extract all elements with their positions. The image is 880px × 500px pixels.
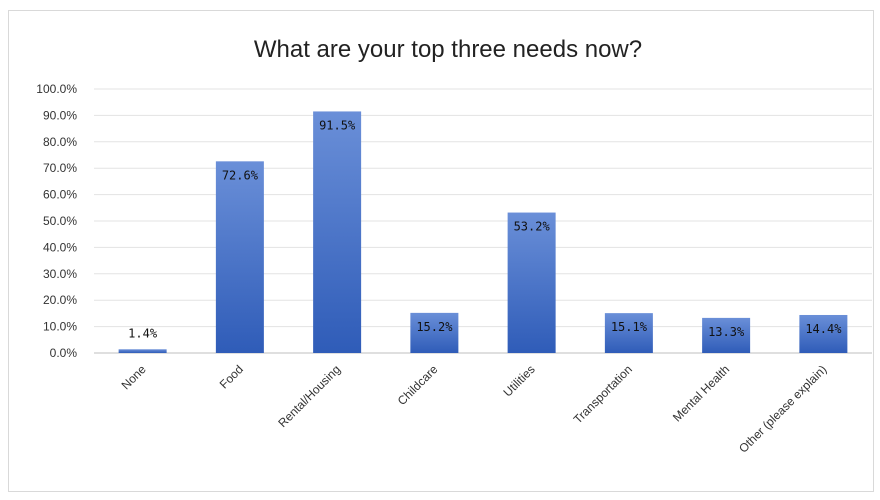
y-tick-label: 40.0% — [43, 240, 77, 254]
y-tick-label: 50.0% — [43, 214, 77, 228]
bar — [507, 212, 556, 353]
x-axis-categories: None Food Rental/Housing Childcare Utilities… — [119, 362, 830, 456]
bar — [313, 111, 362, 353]
y-tick-label: 100.0% — [36, 82, 77, 96]
data-label: 72.6% — [222, 168, 259, 182]
data-labels: 1.4% 72.6% 91.5% 15.2% 53.2% 15.1% 13.3% 14.4% — [128, 118, 842, 340]
bars — [118, 111, 848, 353]
category-label: Utilities — [501, 362, 538, 399]
chart-frame — [8, 10, 874, 492]
y-tick-label: 70.0% — [43, 161, 77, 175]
y-tick-label: 90.0% — [43, 108, 77, 122]
data-label: 91.5% — [319, 118, 356, 132]
category-label: None — [119, 362, 149, 392]
y-tick-label: 0.0% — [50, 346, 78, 360]
category-label: Childcare — [395, 362, 441, 408]
data-label: 53.2% — [514, 220, 551, 234]
y-tick-label: 80.0% — [43, 135, 77, 149]
chart-title: What are your top three needs now? — [254, 36, 642, 63]
data-label: 15.1% — [611, 320, 648, 334]
data-label: 1.4% — [128, 326, 158, 340]
category-label: Rental/Housing — [275, 362, 343, 430]
bar — [410, 312, 459, 353]
bar — [604, 313, 653, 353]
bar — [118, 349, 167, 353]
y-tick-label: 10.0% — [43, 320, 77, 334]
gridlines — [94, 88, 872, 354]
category-label: Other (please explain) — [736, 362, 829, 455]
bar — [702, 317, 751, 353]
bar — [215, 161, 264, 353]
y-axis-ticks: 0.0% 10.0% 20.0% 30.0% 40.0% 50.0% 60.0% 70.0% 8… — [36, 82, 77, 360]
data-label: 14.4% — [805, 322, 842, 336]
y-tick-label: 20.0% — [43, 293, 77, 307]
category-label: Mental Health — [670, 362, 732, 424]
data-label: 13.3% — [708, 325, 745, 339]
y-tick-label: 30.0% — [43, 267, 77, 281]
category-label: Transportation — [571, 362, 635, 426]
data-label: 15.2% — [416, 320, 453, 334]
bar — [799, 314, 848, 353]
category-label: Food — [217, 362, 246, 391]
y-tick-label: 60.0% — [43, 188, 77, 202]
